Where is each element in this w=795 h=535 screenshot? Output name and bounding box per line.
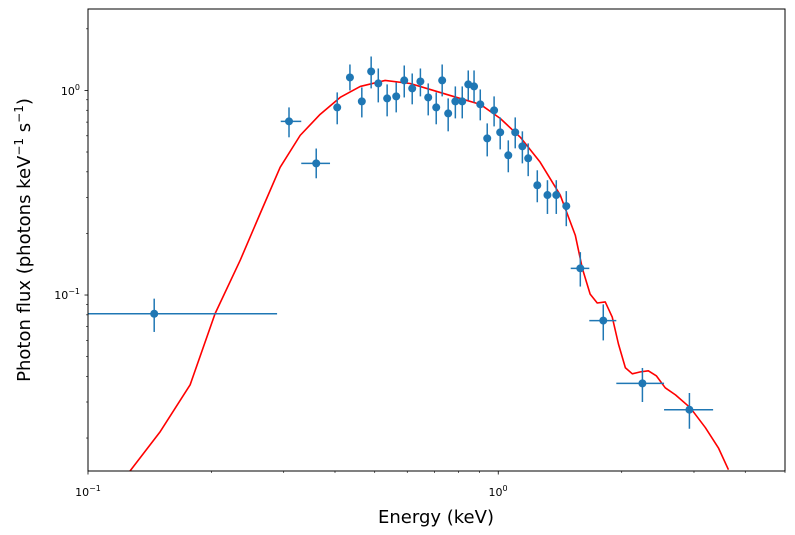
data-marker — [357, 97, 366, 106]
data-point-35 — [616, 367, 665, 403]
data-marker — [400, 76, 409, 85]
data-point-12 — [416, 68, 425, 97]
data-marker — [392, 92, 401, 101]
model-layer — [129, 79, 730, 471]
data-marker — [552, 191, 561, 200]
y-tick-label-0: 10−1 — [54, 287, 80, 302]
data-point-16 — [444, 98, 453, 132]
data-point-34 — [589, 304, 617, 341]
data-marker — [432, 103, 441, 112]
data-marker — [483, 134, 492, 143]
data-marker — [470, 82, 479, 91]
x-tick-label-1: 100 — [488, 484, 507, 499]
data-point-26 — [511, 117, 520, 149]
data-point-14 — [432, 92, 441, 125]
data-marker — [543, 191, 552, 200]
data-point-20 — [470, 70, 479, 103]
data-marker — [416, 77, 425, 86]
data-point-22 — [483, 123, 492, 157]
data-marker — [383, 94, 392, 103]
data-point-4 — [345, 64, 354, 91]
data-marker — [524, 154, 533, 163]
data-point-11 — [408, 73, 417, 105]
data-point-0 — [88, 298, 278, 332]
data-point-17 — [451, 86, 460, 119]
data-marker — [562, 202, 571, 211]
model-curve — [129, 79, 730, 471]
data-point-25 — [504, 140, 513, 173]
data-point-32 — [562, 191, 571, 227]
data-marker — [518, 142, 527, 151]
data-point-7 — [374, 68, 383, 103]
y-tick-label-1: 100 — [61, 83, 80, 98]
data-marker — [504, 151, 513, 160]
data-marker — [685, 405, 694, 414]
data-point-18 — [458, 86, 467, 119]
data-marker — [374, 79, 383, 88]
data-marker — [511, 128, 520, 137]
data-point-31 — [552, 180, 561, 214]
data-marker — [444, 109, 453, 118]
data-point-21 — [476, 89, 485, 121]
data-point-8 — [383, 84, 392, 117]
data-marker — [312, 159, 321, 168]
data-point-3 — [333, 92, 342, 125]
data-point-1 — [280, 107, 302, 138]
data-marker — [345, 73, 354, 82]
data-point-2 — [301, 148, 331, 179]
x-tick-label-0: 10−1 — [75, 484, 101, 499]
data-point-27 — [518, 131, 527, 164]
data-point-30 — [543, 180, 552, 214]
data-marker — [476, 100, 485, 109]
data-point-36 — [664, 392, 714, 429]
x-axis-ticks — [87, 471, 786, 475]
axes-frame — [87, 8, 786, 472]
data-marker — [285, 117, 294, 126]
data-point-29 — [533, 170, 542, 203]
data-marker — [408, 84, 417, 93]
data-marker — [333, 103, 342, 112]
data-marker — [533, 181, 542, 190]
x-axis-label: Energy (keV) — [378, 507, 494, 528]
data-point-15 — [438, 64, 447, 97]
data-point-9 — [392, 82, 401, 113]
data-marker — [424, 93, 433, 102]
data-marker — [496, 128, 505, 137]
data-marker — [458, 97, 467, 106]
data-point-10 — [400, 65, 409, 98]
data-point-24 — [496, 117, 505, 150]
data-point-5 — [357, 87, 366, 118]
data-marker — [367, 67, 376, 76]
data-point-23 — [490, 96, 499, 127]
data-point-33 — [570, 252, 590, 287]
plot-area — [88, 9, 785, 471]
data-point-28 — [524, 143, 533, 177]
y-axis-label: Photon flux (photons keV−1 s−1) — [12, 98, 35, 382]
data-marker — [638, 379, 647, 388]
data-marker — [150, 309, 159, 318]
data-marker — [490, 106, 499, 115]
data-marker — [451, 97, 460, 106]
data-marker — [599, 316, 608, 325]
data-point-6 — [367, 56, 376, 89]
data-layer — [88, 56, 714, 429]
y-axis-ticks — [84, 28, 88, 439]
data-point-13 — [424, 83, 433, 116]
data-marker — [576, 264, 585, 273]
data-marker — [438, 76, 447, 85]
